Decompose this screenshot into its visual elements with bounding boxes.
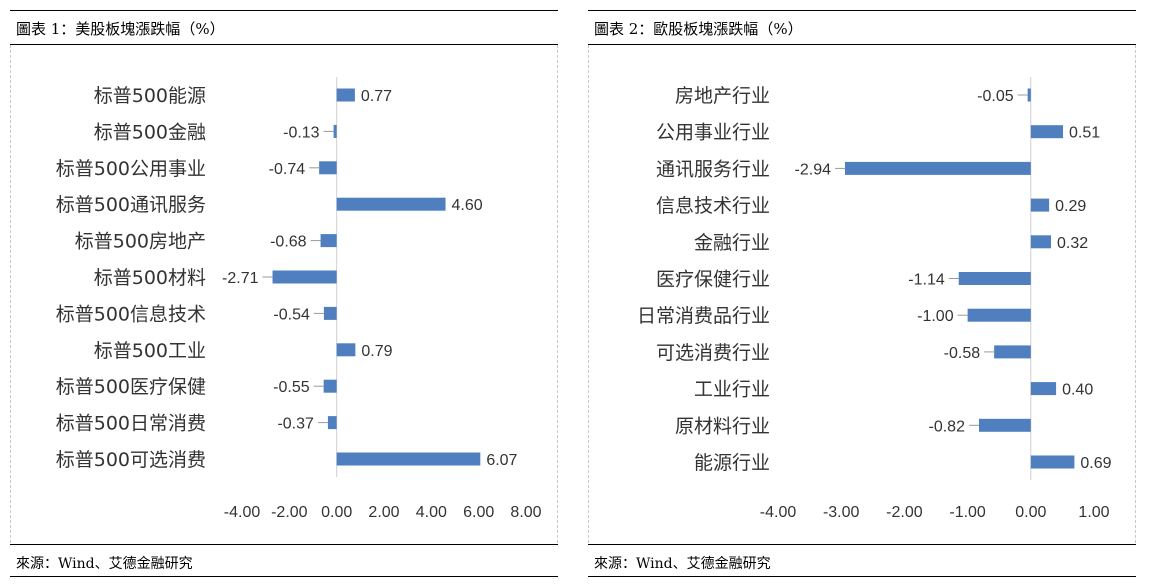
bar-0 (1027, 88, 1031, 102)
value-label: 6.07 (486, 452, 517, 469)
source-note: 來源：Wind、艾德金融研究 (594, 556, 771, 572)
category-label: 通讯服务行业 (656, 158, 770, 180)
x-tick-label: -4.00 (224, 504, 261, 521)
source-bar: 來源：Wind、艾德金融研究 (588, 544, 1136, 577)
value-label: -0.05 (977, 88, 1014, 105)
category-label: 日常消费品行业 (637, 305, 770, 327)
x-tick-label: 8.00 (510, 504, 541, 521)
value-label: -0.13 (283, 124, 320, 141)
x-tick-label: 0.00 (321, 504, 352, 521)
value-label: -2.94 (795, 161, 832, 178)
category-label: 原材料行业 (675, 415, 770, 437)
bar-8 (1030, 382, 1057, 396)
category-label: 标普500材料 (94, 267, 206, 289)
chart-title-bar: 圖表 2：歐股板塊漲跌幅（%） (588, 10, 1136, 45)
value-label: -1.00 (917, 308, 954, 325)
category-label: 标普500金融 (94, 121, 206, 143)
value-label: -1.14 (908, 272, 945, 289)
bar-8 (323, 379, 337, 393)
bar-10 (1030, 455, 1075, 469)
category-label: 标普500日常消费 (56, 413, 206, 435)
bar-4 (320, 234, 337, 248)
x-tick-label: -4.00 (760, 504, 797, 521)
x-tick-label: 1.00 (1078, 504, 1109, 521)
x-tick-label: -2.00 (271, 504, 308, 521)
bar-3 (1030, 198, 1050, 212)
value-label: -0.68 (270, 234, 307, 251)
bar-2 (844, 161, 1031, 175)
bar-1 (1030, 125, 1064, 139)
category-label: 医疗保健行业 (656, 269, 770, 291)
value-label: 0.32 (1057, 235, 1088, 252)
value-label: 0.77 (361, 88, 392, 105)
chart-title-bar: 圖表 1：美股板塊漲跌幅（%） (10, 10, 558, 45)
value-label: -0.54 (273, 306, 310, 323)
category-label: 标普500房地产 (75, 231, 206, 253)
bar-5 (272, 270, 337, 284)
category-label: 信息技术行业 (656, 195, 770, 217)
x-tick-label: 0.00 (1015, 504, 1046, 521)
value-label: 0.51 (1069, 125, 1100, 142)
category-label: 标普500可选消费 (56, 449, 206, 471)
bar-0 (336, 88, 355, 102)
value-label: 4.60 (452, 197, 483, 214)
bar-7 (336, 343, 356, 357)
value-label: -0.74 (269, 161, 306, 178)
category-label: 工业行业 (694, 379, 770, 401)
category-label: 标普500医疗保健 (56, 376, 206, 398)
eu-sector-bar-chart: 房地产行业 -0.05 公用事业行业 0.51 通讯服务行业 -2.94 信息技术行业 0.2… (637, 77, 1112, 521)
value-label: 0.29 (1055, 198, 1086, 215)
bar-7 (994, 345, 1031, 359)
x-tick-label: 4.00 (416, 504, 447, 521)
bar-9 (327, 416, 337, 430)
chart-panel-eu: 圖表 2：歐股板塊漲跌幅（%） 房地产行业 -0.05 公用事业行业 0.51 通讯服务… (588, 10, 1136, 577)
bar-1 (333, 124, 337, 138)
category-label: 标普500公用事业 (56, 158, 206, 180)
x-tick-label: -3.00 (823, 504, 860, 521)
bar-5 (958, 272, 1031, 285)
x-tick-label: -2.00 (886, 504, 923, 521)
bar-2 (319, 161, 337, 175)
bar-6 (323, 306, 337, 320)
plot-frame (588, 45, 1136, 543)
category-label: 标普500能源 (94, 85, 206, 107)
bar-4 (1030, 235, 1052, 249)
value-label: -0.82 (929, 418, 966, 435)
value-label: -0.55 (273, 379, 310, 396)
us-sector-bar-chart: 标普500能源 0.77 标普500金融 -0.13 标普500公用事业 -0.74 标普5… (56, 77, 542, 521)
value-label: 0.79 (361, 343, 392, 360)
value-label: 0.69 (1080, 455, 1111, 472)
chart-title: 圖表 2：歐股板塊漲跌幅（%） (594, 20, 803, 38)
x-tick-label: 6.00 (463, 504, 494, 521)
chart-title: 圖表 1：美股板塊漲跌幅（%） (16, 20, 225, 38)
source-bar: 來源：Wind、艾德金融研究 (10, 544, 558, 577)
source-note: 來源：Wind、艾德金融研究 (16, 556, 193, 572)
category-label: 标普500通讯服务 (56, 194, 206, 216)
category-label: 公用事业行业 (656, 122, 770, 144)
bar-10 (336, 452, 481, 466)
value-label: -2.71 (222, 270, 259, 287)
bar-9 (978, 418, 1031, 432)
bar-3 (336, 197, 446, 211)
value-label: 0.40 (1062, 382, 1093, 399)
category-label: 房地产行业 (675, 85, 770, 107)
category-label: 标普500信息技术 (56, 303, 206, 325)
value-label: -0.37 (277, 416, 314, 433)
value-label: -0.58 (944, 345, 981, 362)
chart-panel-us: 圖表 1：美股板塊漲跌幅（%） 标普500能源 0.77 标普500金融 -0.13 标… (10, 10, 558, 577)
plot-frame (10, 45, 558, 543)
category-label: 金融行业 (694, 232, 770, 254)
category-label: 可选消费行业 (656, 342, 770, 364)
x-tick-label: 2.00 (368, 504, 399, 521)
bar-6 (967, 308, 1031, 322)
x-tick-label: -1.00 (949, 504, 986, 521)
category-label: 标普500工业 (94, 340, 206, 362)
category-label: 能源行业 (694, 452, 770, 474)
